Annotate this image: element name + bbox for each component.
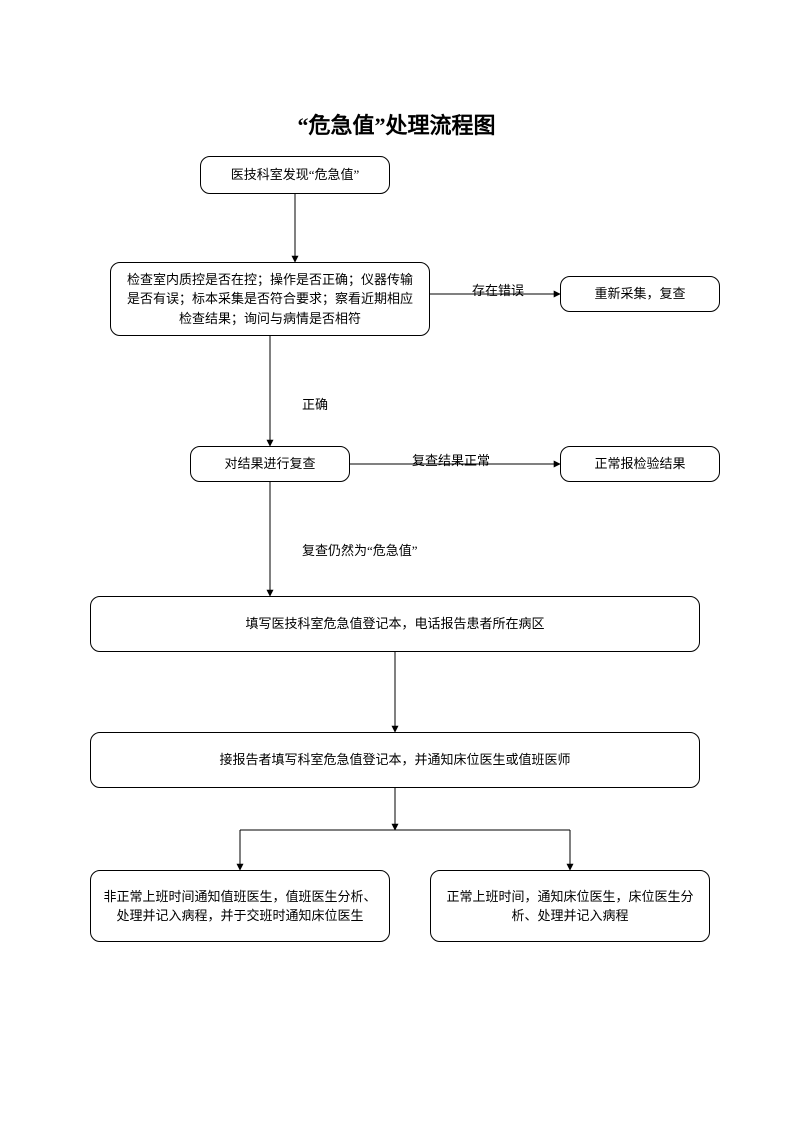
flowchart-page: “危急值”处理流程图 医技科室发现“危急值” 检查室内质控是否在控；操作是否正确…	[0, 0, 793, 1122]
edges-layer	[0, 0, 793, 1122]
edge-label-still-critical: 复查仍然为“危急值”	[300, 540, 420, 559]
edge-label-error: 存在错误	[470, 280, 526, 299]
edge-label-correct: 正确	[300, 394, 330, 413]
node-recollect: 重新采集，复查	[560, 276, 720, 312]
node-receiver-register: 接报告者填写科室危急值登记本，并通知床位医生或值班医师	[90, 732, 700, 788]
node-discover: 医技科室发现“危急值”	[200, 156, 390, 194]
edge-label-recheck-normal: 复查结果正常	[410, 450, 492, 469]
node-offhours: 非正常上班时间通知值班医生，值班医生分析、处理并记入病程，并于交班时通知床位医生	[90, 870, 390, 942]
node-normal-report: 正常报检验结果	[560, 446, 720, 482]
page-title: “危急值”处理流程图	[0, 108, 793, 140]
node-recheck: 对结果进行复查	[190, 446, 350, 482]
node-check: 检查室内质控是否在控；操作是否正确；仪器传输是否有误；标本采集是否符合要求；察看…	[110, 262, 430, 336]
node-workhours: 正常上班时间，通知床位医生，床位医生分析、处理并记入病程	[430, 870, 710, 942]
node-register-call: 填写医技科室危急值登记本，电话报告患者所在病区	[90, 596, 700, 652]
